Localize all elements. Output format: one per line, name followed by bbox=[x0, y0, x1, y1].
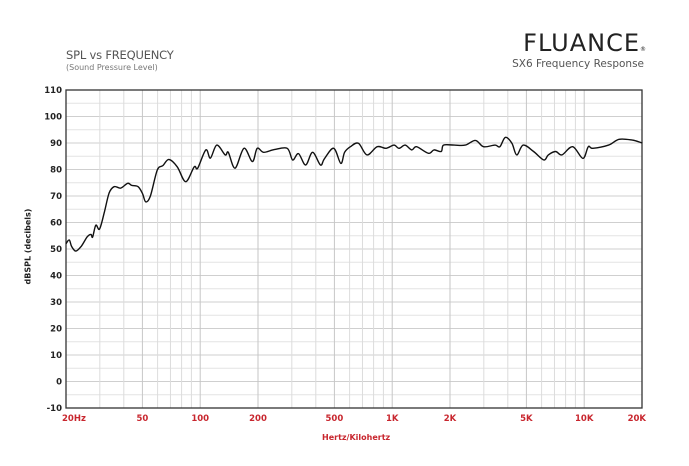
x-tick-label: 5K bbox=[520, 414, 533, 424]
x-axis-label: Hertz/Kilohertz bbox=[322, 433, 391, 442]
chart-subtitle: (Sound Pressure Level) bbox=[66, 63, 158, 72]
y-tick-label: 50 bbox=[50, 245, 62, 255]
x-tick-label: 100 bbox=[191, 414, 209, 424]
y-tick-label: 110 bbox=[44, 86, 62, 96]
y-tick-label: 90 bbox=[50, 139, 62, 149]
model-title: SX6 Frequency Response bbox=[512, 58, 644, 70]
x-tick-label: 1K bbox=[386, 414, 399, 424]
x-tick-label: 2K bbox=[444, 414, 457, 424]
brand-logo: FLUANCE® bbox=[523, 29, 647, 57]
y-tick-label: 40 bbox=[50, 272, 62, 282]
chart-title: SPL vs FREQUENCY bbox=[66, 48, 174, 62]
y-tick-label: 20 bbox=[50, 325, 62, 335]
y-tick-label: 70 bbox=[50, 192, 62, 202]
x-tick-label: 500 bbox=[326, 414, 344, 424]
x-tick-label: 20Hz bbox=[62, 414, 86, 424]
y-tick-label: 100 bbox=[44, 113, 62, 123]
x-tick-label: 50 bbox=[136, 414, 148, 424]
brand-name: FLUANCE bbox=[523, 29, 640, 57]
response-curve bbox=[65, 136, 643, 252]
y-tick-label: 30 bbox=[50, 298, 62, 308]
y-tick-label: -10 bbox=[47, 404, 62, 414]
x-tick-label: 20K bbox=[628, 414, 647, 424]
x-tick-label: 10K bbox=[575, 414, 594, 424]
x-tick-label: 200 bbox=[249, 414, 267, 424]
y-tick-label: 0 bbox=[56, 378, 62, 388]
plot-frame bbox=[65, 89, 643, 409]
y-tick-label: 10 bbox=[50, 351, 62, 361]
y-tick-label: 60 bbox=[50, 219, 62, 229]
y-tick-label: 80 bbox=[50, 166, 62, 176]
